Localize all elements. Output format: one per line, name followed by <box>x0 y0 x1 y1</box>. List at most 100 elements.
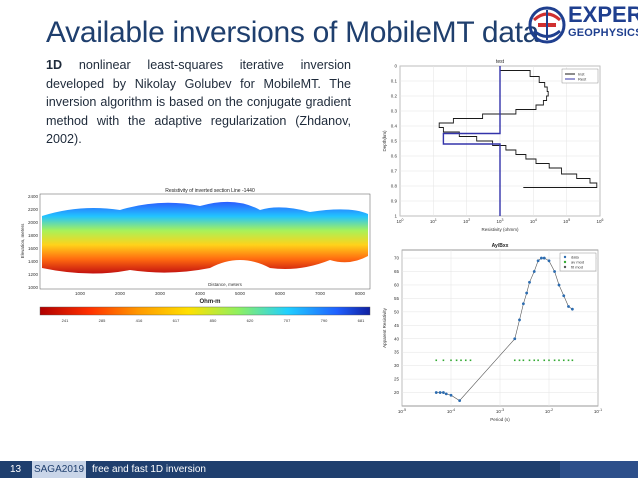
colorbar-tick: 416 <box>136 318 143 323</box>
rho-y-label: Apparent Resistivity <box>382 307 387 348</box>
depth-y-tick: 0.4 <box>391 124 398 129</box>
rho-avmod-point <box>442 359 445 362</box>
rho-avmod-point <box>528 359 531 362</box>
rho-data-point <box>532 270 536 273</box>
rho-y-tick: 35 <box>394 350 400 355</box>
colorbar-tick: 790 <box>321 318 328 323</box>
depth-y-tick: 0.6 <box>391 154 398 159</box>
x-tick: 6000 <box>275 291 286 296</box>
y-tick: 1400 <box>28 259 39 264</box>
rho-data-point <box>528 280 531 284</box>
depth-x-tick: 105 <box>563 218 570 224</box>
rho-data-point <box>553 270 556 273</box>
section-y-ticks: 2400 2200 2000 1800 1600 1400 1200 1000 <box>28 194 39 290</box>
rho-avmod-point <box>455 359 458 362</box>
depth-series-inst <box>438 66 598 188</box>
depth-y-tick: 0.5 <box>391 139 398 144</box>
expert-geophysics-logo: EXPERT GEOPHYSICS <box>528 2 638 48</box>
depth-x-label: Resistivity (ohmm) <box>481 227 519 232</box>
rho-data-point <box>567 305 570 308</box>
rho-data-point <box>557 283 561 287</box>
rho-data-point <box>449 393 453 397</box>
resistivity-section-image <box>42 201 368 274</box>
conference-label: SAGA2019 <box>32 461 86 478</box>
rho-y-tick: 45 <box>394 323 400 328</box>
rho-data-point <box>518 318 521 322</box>
rho-y-tick: 25 <box>394 377 400 382</box>
rho-data-point <box>513 337 517 341</box>
rho-legend-swatch <box>563 260 567 264</box>
depth-y-tick: 1 <box>394 214 397 219</box>
x-tick: 5000 <box>235 291 246 296</box>
body-bold-lead: 1D <box>46 58 63 72</box>
rho-avmod-point <box>469 359 472 362</box>
colorbar-tick: 681 <box>358 318 365 323</box>
globe-logo-icon <box>528 6 566 44</box>
rho-avmod-point <box>553 359 556 362</box>
logo-text-expert: EXPERT <box>568 2 638 27</box>
rho-x-tick: 10-2 <box>545 408 553 414</box>
depth-y-tick: 0.3 <box>391 109 398 114</box>
x-tick: 1000 <box>75 291 86 296</box>
rho-avmod-point <box>571 359 574 362</box>
rho-avmod-point <box>562 359 565 362</box>
rho-x-tick: 10-1 <box>594 408 602 414</box>
y-tick: 1200 <box>28 272 39 277</box>
y-tick: 1600 <box>28 246 39 251</box>
rho-data-point <box>525 291 529 295</box>
rho-avmod-point <box>537 359 539 362</box>
colorbar-tick: 241 <box>62 318 69 323</box>
rho-data-point <box>438 391 442 394</box>
depth-y-tick: 0.9 <box>391 199 398 204</box>
section-title: Resistivity of inverted section Line -14… <box>165 188 255 194</box>
colorbar-ticks: 241 285 416 617 850 620 707 790 681 <box>62 318 365 323</box>
apparent-resistivity-chart: Ay/Bxx 10-5 10-4 10-3 10-2 10-1 20 25 30 35 40 45 50… <box>382 243 602 422</box>
x-tick: 7000 <box>315 291 326 296</box>
rho-x-tick: 10-3 <box>496 408 504 414</box>
rho-y-tick: 70 <box>394 256 400 261</box>
rho-y-tick: 60 <box>394 282 400 287</box>
body-description: nonlinear least-squares iterative invers… <box>46 58 351 147</box>
y-tick: 2000 <box>28 220 39 225</box>
rho-avmod-point <box>558 359 560 362</box>
colorbar-tick: 617 <box>173 318 180 323</box>
rho-legend-label: fit mod <box>571 265 583 270</box>
colorbar-tick: 285 <box>99 318 106 323</box>
colorbar-tick: 707 <box>284 318 291 323</box>
rho-legend-swatch <box>563 265 567 269</box>
rho-data-point <box>521 302 525 306</box>
rho-avmod-point <box>460 359 462 362</box>
rho-y-tick: 40 <box>394 336 400 341</box>
rho-chart-title: Ay/Bxx <box>492 243 509 249</box>
depth-y-tick: 0.2 <box>391 94 398 99</box>
depth-y-tick: 0.7 <box>391 169 398 174</box>
logo-text-geophysics: GEOPHYSICS <box>568 27 638 39</box>
rho-data-point <box>570 307 574 311</box>
rho-data-point <box>562 294 566 298</box>
depth-legend-label: Rest <box>578 77 587 82</box>
depth-series-rest <box>442 66 501 216</box>
depth-chart-title: test <box>496 59 505 65</box>
y-tick: 1800 <box>28 233 39 238</box>
rho-data-point <box>542 256 546 260</box>
rho-avmod-point <box>548 359 550 362</box>
rho-avmod-point <box>450 359 452 362</box>
footer-bar: 13 SAGA2019 free and fast 1D inversion <box>0 461 638 478</box>
footer-accent <box>560 461 638 478</box>
rho-avmod-point <box>518 359 521 362</box>
slide-title: Available inversions of MobileMT data <box>46 16 540 49</box>
page-number: 13 <box>10 464 22 475</box>
resistivity-section-plot: Resistivity of inverted section Line -14… <box>20 188 371 323</box>
y-tick: 2400 <box>28 194 39 199</box>
rho-x-tick: 10-4 <box>447 408 455 414</box>
rho-avmod-point <box>522 359 525 362</box>
rho-y-tick: 30 <box>394 363 400 368</box>
rho-y-tick: 55 <box>394 296 400 301</box>
section-x-ticks: 1000 2000 3000 4000 5000 6000 7000 8000 <box>75 291 366 296</box>
rho-avmod-point <box>543 359 546 362</box>
depth-x-tick: 100 <box>397 218 404 224</box>
depth-y-tick: 0.8 <box>391 184 398 189</box>
rho-legend-label: av mod <box>571 260 584 265</box>
footer-subtitle: free and fast 1D inversion <box>92 464 206 475</box>
depth-y-tick: 0 <box>394 64 397 69</box>
